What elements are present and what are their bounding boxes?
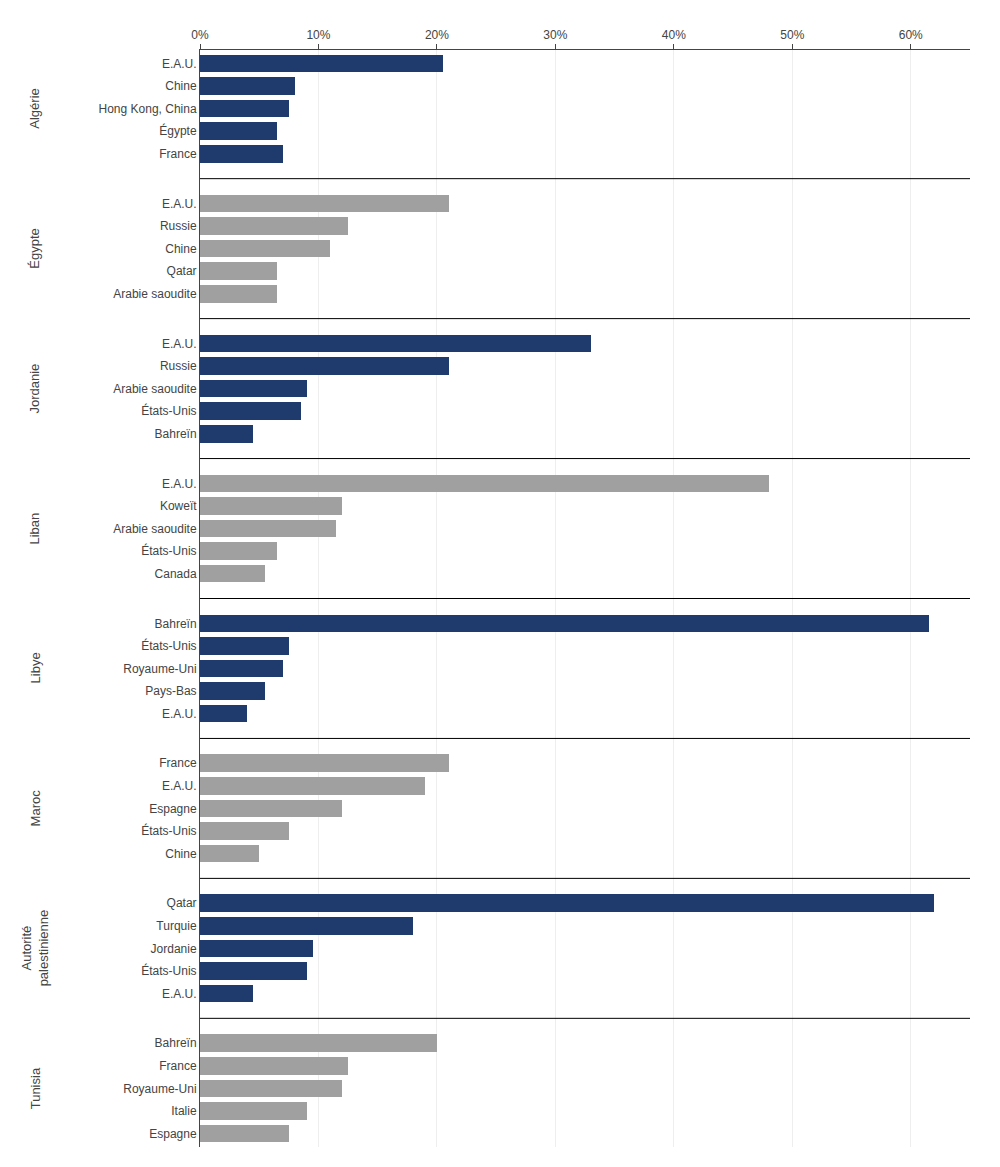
svg-text:Liban: Liban: [27, 513, 42, 545]
svg-text:France: France: [159, 147, 197, 161]
svg-text:Arabie saoudite: Arabie saoudite: [113, 522, 197, 536]
svg-text:Turquie: Turquie: [156, 919, 197, 933]
svg-text:Bahreïn: Bahreïn: [155, 427, 197, 441]
svg-text:50%: 50%: [780, 28, 804, 42]
svg-text:Espagne: Espagne: [149, 802, 197, 816]
svg-text:Hong Kong, China: Hong Kong, China: [99, 102, 197, 116]
svg-text:Espagne: Espagne: [149, 1127, 197, 1141]
svg-text:E.A.U.: E.A.U.: [162, 779, 197, 793]
svg-text:Russie: Russie: [160, 219, 197, 233]
svg-text:France: France: [159, 1059, 197, 1073]
svg-text:Chine: Chine: [165, 79, 197, 93]
svg-text:Maroc: Maroc: [28, 790, 43, 827]
svg-text:Royaume-Uni: Royaume-Uni: [123, 662, 196, 676]
svg-text:Autoritépalestinienne: Autoritépalestinienne: [19, 910, 51, 987]
svg-text:Russie: Russie: [160, 359, 197, 373]
svg-text:E.A.U.: E.A.U.: [162, 477, 197, 491]
svg-text:Algérie: Algérie: [27, 88, 42, 128]
svg-text:E.A.U.: E.A.U.: [162, 987, 197, 1001]
svg-text:États-Unis: États-Unis: [141, 543, 196, 558]
svg-text:Égypte: Égypte: [159, 123, 197, 138]
svg-text:10%: 10%: [306, 28, 330, 42]
svg-text:Libye: Libye: [28, 652, 43, 683]
svg-text:États-Unis: États-Unis: [141, 403, 196, 418]
svg-text:Jordanie: Jordanie: [151, 942, 197, 956]
svg-text:France: France: [159, 756, 197, 770]
svg-text:Italie: Italie: [171, 1104, 197, 1118]
svg-text:Chine: Chine: [165, 847, 197, 861]
svg-text:E.A.U.: E.A.U.: [162, 197, 197, 211]
svg-text:Arabie saoudite: Arabie saoudite: [113, 382, 197, 396]
svg-text:40%: 40%: [662, 28, 686, 42]
svg-text:Koweït: Koweït: [160, 499, 197, 513]
svg-text:Bahreïn: Bahreïn: [155, 1036, 197, 1050]
svg-text:Canada: Canada: [155, 567, 197, 581]
svg-text:Qatar: Qatar: [167, 264, 197, 278]
svg-text:États-Unis: États-Unis: [141, 963, 196, 978]
svg-text:E.A.U.: E.A.U.: [162, 57, 197, 71]
svg-text:Égypte: Égypte: [27, 228, 42, 268]
svg-text:États-Unis: États-Unis: [141, 823, 196, 838]
svg-text:États-Unis: États-Unis: [141, 638, 196, 653]
svg-text:Royaume-Uni: Royaume-Uni: [123, 1082, 196, 1096]
svg-text:20%: 20%: [425, 28, 449, 42]
svg-text:Jordanie: Jordanie: [27, 364, 42, 414]
svg-text:E.A.U.: E.A.U.: [162, 707, 197, 721]
svg-text:30%: 30%: [543, 28, 567, 42]
svg-text:60%: 60%: [899, 28, 923, 42]
svg-text:0%: 0%: [191, 28, 209, 42]
svg-text:Bahreïn: Bahreïn: [155, 617, 197, 631]
svg-text:Qatar: Qatar: [167, 896, 197, 910]
svg-text:Chine: Chine: [165, 242, 197, 256]
svg-text:Pays-Bas: Pays-Bas: [145, 684, 196, 698]
svg-text:Arabie saoudite: Arabie saoudite: [113, 287, 197, 301]
svg-text:E.A.U.: E.A.U.: [162, 337, 197, 351]
svg-text:Tunisia: Tunisia: [28, 1067, 43, 1109]
